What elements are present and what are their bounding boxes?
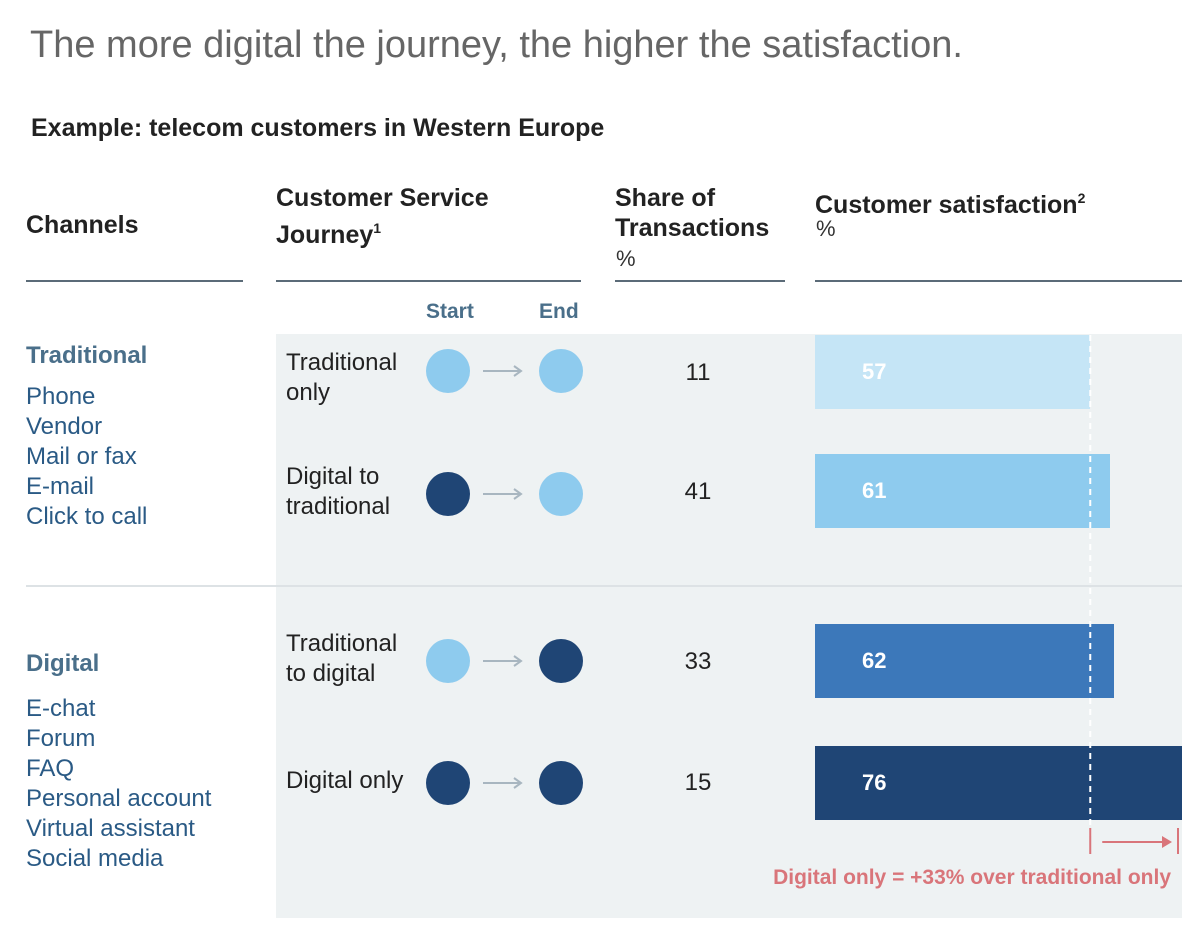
digital-channel-list: E-chat Forum FAQ Personal account Virtua… (26, 694, 211, 874)
satisfaction-rule (815, 280, 1182, 282)
group-digital-label: Digital (26, 650, 100, 677)
journey-header: Customer Service Journey1 (276, 183, 489, 250)
channel-item: Forum (26, 725, 96, 752)
channel-item: E-chat (26, 695, 96, 722)
journey-label: Traditional only (286, 348, 397, 408)
journey-header-line1: Customer Service (276, 184, 489, 212)
channel-item: E-mail (26, 473, 95, 500)
end-dot (539, 639, 583, 683)
share-header: Share of Transactions (615, 183, 769, 243)
journey-rule (276, 280, 581, 282)
satisfaction-header: Customer satisfaction2 (815, 183, 1085, 220)
end-dot (539, 472, 583, 516)
journey-label-line1: Digital to (286, 463, 380, 490)
start-dot (426, 639, 470, 683)
journey-label: Digital to traditional (286, 462, 390, 522)
group-traditional-label: Traditional (26, 342, 148, 369)
share-value: 11 (685, 359, 711, 386)
channels-header: Channels (26, 211, 139, 239)
journey-label-line2: to digital (286, 660, 376, 687)
channel-item: Social media (26, 845, 164, 872)
digital-uplift-note: Digital only = +33% over traditional onl… (773, 866, 1171, 889)
bar-value-label: 61 (862, 478, 887, 503)
channel-item: Mail or fax (26, 443, 137, 470)
bar-value-label: 76 (862, 770, 887, 795)
satisfaction-unit: % (816, 216, 836, 241)
bar-value-label: 62 (862, 648, 887, 673)
journey-label-line1: Digital only (286, 767, 404, 794)
channel-item: FAQ (26, 755, 75, 782)
share-header-line1: Share of (615, 184, 716, 212)
end-dot (539, 349, 583, 393)
start-dot (426, 349, 470, 393)
arrow-right-icon (483, 488, 523, 500)
share-header-line2: Transactions (615, 214, 770, 242)
channel-item: Virtual assistant (26, 815, 195, 842)
footnote-2: 2 (1077, 190, 1086, 206)
chart-subtitle: Example: telecom customers in Western Eu… (31, 114, 605, 142)
traditional-channel-list: Phone Vendor Mail or fax E-mail Click to… (26, 382, 147, 532)
channel-item: Vendor (26, 413, 103, 440)
journey-label-line1: Traditional (286, 349, 398, 376)
journey-label-line1: Traditional (286, 630, 398, 657)
journey-label: Traditional to digital (286, 629, 397, 689)
chart-title: The more digital the journey, the higher… (30, 24, 963, 66)
journey-label-line2: traditional (286, 493, 391, 520)
channel-item: Phone (26, 383, 96, 410)
end-label: End (539, 300, 579, 323)
share-value: 15 (684, 769, 712, 796)
share-unit: % (616, 246, 636, 271)
satisfaction-bar (815, 335, 1091, 409)
footnote-1: 1 (373, 220, 382, 236)
journey-label: Digital only (286, 766, 403, 796)
share-rule (615, 280, 785, 282)
channels-rule (26, 280, 243, 282)
end-dot (539, 761, 583, 805)
journey-label-line2: only (286, 379, 331, 406)
satisfaction-header-label: Customer satisfaction (815, 191, 1078, 219)
arrow-right-icon (483, 777, 523, 789)
satisfaction-bar (815, 624, 1115, 698)
start-dot (426, 472, 470, 516)
bar-value-label: 57 (862, 359, 887, 384)
share-value: 41 (684, 478, 712, 505)
start-label: Start (426, 300, 474, 323)
start-dot (426, 761, 470, 805)
arrow-right-icon (483, 655, 523, 667)
channel-item: Personal account (26, 785, 212, 812)
share-value: 33 (684, 648, 712, 675)
group-separator (26, 585, 1182, 587)
satisfaction-bar (815, 454, 1110, 528)
journey-header-line2: Journey (276, 221, 374, 249)
satisfaction-bar (815, 746, 1182, 820)
arrow-right-icon (483, 365, 523, 377)
arrow-head-icon (1162, 836, 1172, 848)
channel-item: Click to call (26, 503, 148, 530)
